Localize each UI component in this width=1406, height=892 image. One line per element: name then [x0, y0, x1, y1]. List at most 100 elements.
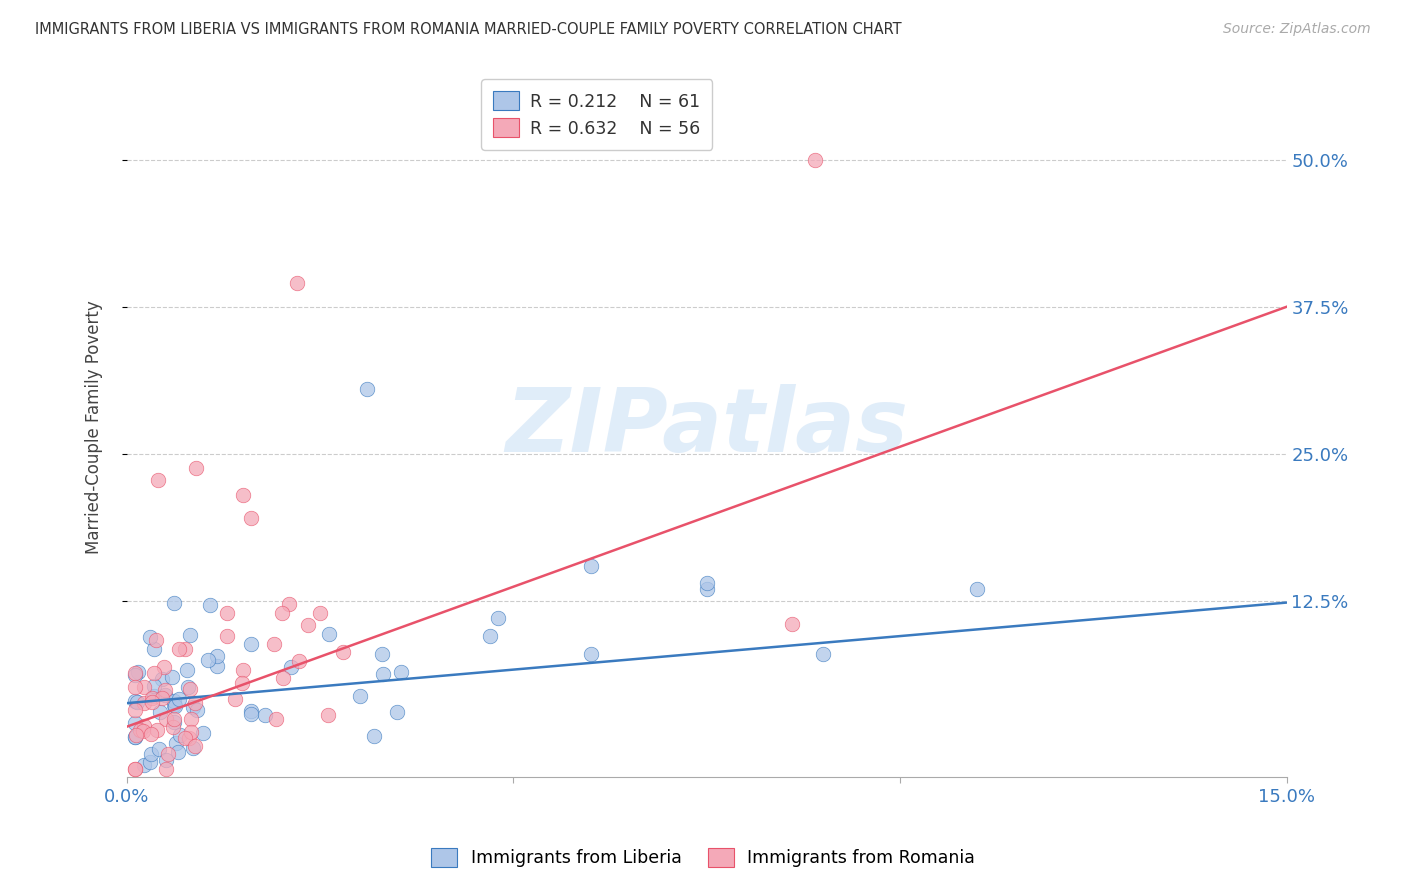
Point — [177, 681, 200, 695]
Point — [349, 690, 371, 704]
Point — [132, 697, 155, 711]
Point — [124, 731, 146, 745]
Point — [139, 755, 162, 769]
Point — [149, 705, 172, 719]
Point — [163, 698, 186, 713]
Point — [162, 720, 184, 734]
Point — [385, 706, 408, 720]
Point — [124, 762, 146, 776]
Point — [163, 596, 186, 610]
Point — [162, 715, 184, 730]
Point — [780, 617, 803, 632]
Point — [124, 665, 146, 680]
Point — [486, 611, 509, 625]
Point — [155, 753, 177, 767]
Point — [169, 692, 191, 706]
Point — [139, 727, 162, 741]
Point — [162, 670, 184, 684]
Point — [142, 689, 165, 703]
Point — [696, 582, 718, 596]
Point — [146, 473, 169, 487]
Point — [148, 741, 170, 756]
Point — [179, 681, 201, 696]
Point — [134, 681, 156, 695]
Point — [134, 758, 156, 772]
Point — [124, 730, 146, 744]
Point — [232, 663, 254, 677]
Point — [232, 488, 254, 502]
Point — [162, 712, 184, 726]
Point — [191, 725, 214, 739]
Point — [124, 668, 146, 682]
Point — [264, 712, 287, 726]
Point — [143, 679, 166, 693]
Point — [127, 665, 149, 679]
Point — [124, 715, 146, 730]
Point — [184, 696, 207, 710]
Point — [132, 719, 155, 733]
Point — [240, 707, 263, 722]
Point — [152, 673, 174, 687]
Point — [217, 629, 239, 643]
Point — [197, 653, 219, 667]
Point — [145, 723, 167, 737]
Point — [217, 606, 239, 620]
Point — [239, 511, 262, 525]
Point — [389, 665, 412, 680]
Point — [181, 740, 204, 755]
Point — [167, 745, 190, 759]
Point — [124, 680, 146, 694]
Point — [253, 708, 276, 723]
Y-axis label: Married-Couple Family Poverty: Married-Couple Family Poverty — [86, 301, 103, 554]
Point — [285, 277, 308, 291]
Point — [162, 694, 184, 708]
Text: ZIPatlas: ZIPatlas — [505, 384, 908, 471]
Point — [309, 606, 332, 620]
Point — [180, 712, 202, 726]
Point — [966, 582, 988, 596]
Point — [132, 724, 155, 739]
Point — [155, 688, 177, 702]
Legend: R = 0.212    N = 61, R = 0.632    N = 56: R = 0.212 N = 61, R = 0.632 N = 56 — [481, 79, 711, 150]
Point — [176, 663, 198, 677]
Point — [153, 683, 176, 698]
Point — [271, 671, 294, 685]
Point — [224, 692, 246, 706]
Point — [180, 725, 202, 739]
Point — [356, 382, 378, 396]
Point — [143, 642, 166, 657]
Point — [167, 642, 190, 657]
Point — [145, 633, 167, 648]
Point — [125, 728, 148, 742]
Text: Source: ZipAtlas.com: Source: ZipAtlas.com — [1223, 22, 1371, 37]
Point — [270, 606, 292, 620]
Point — [288, 654, 311, 668]
Point — [142, 666, 165, 681]
Point — [278, 598, 301, 612]
Point — [141, 695, 163, 709]
Point — [263, 637, 285, 651]
Point — [316, 708, 339, 723]
Point — [129, 723, 152, 738]
Point — [318, 627, 340, 641]
Point — [579, 647, 602, 661]
Point — [124, 762, 146, 776]
Point — [280, 660, 302, 674]
Legend: Immigrants from Liberia, Immigrants from Romania: Immigrants from Liberia, Immigrants from… — [423, 841, 983, 874]
Point — [804, 153, 827, 167]
Point — [179, 731, 201, 746]
Point — [696, 576, 718, 591]
Point — [186, 703, 208, 717]
Point — [157, 747, 180, 762]
Point — [174, 642, 197, 657]
Point — [811, 647, 834, 661]
Point — [163, 698, 186, 713]
Point — [186, 461, 208, 475]
Point — [124, 703, 146, 717]
Point — [139, 747, 162, 761]
Point — [169, 728, 191, 742]
Point — [153, 659, 176, 673]
Point — [150, 691, 173, 706]
Point — [174, 731, 197, 745]
Point — [205, 659, 228, 673]
